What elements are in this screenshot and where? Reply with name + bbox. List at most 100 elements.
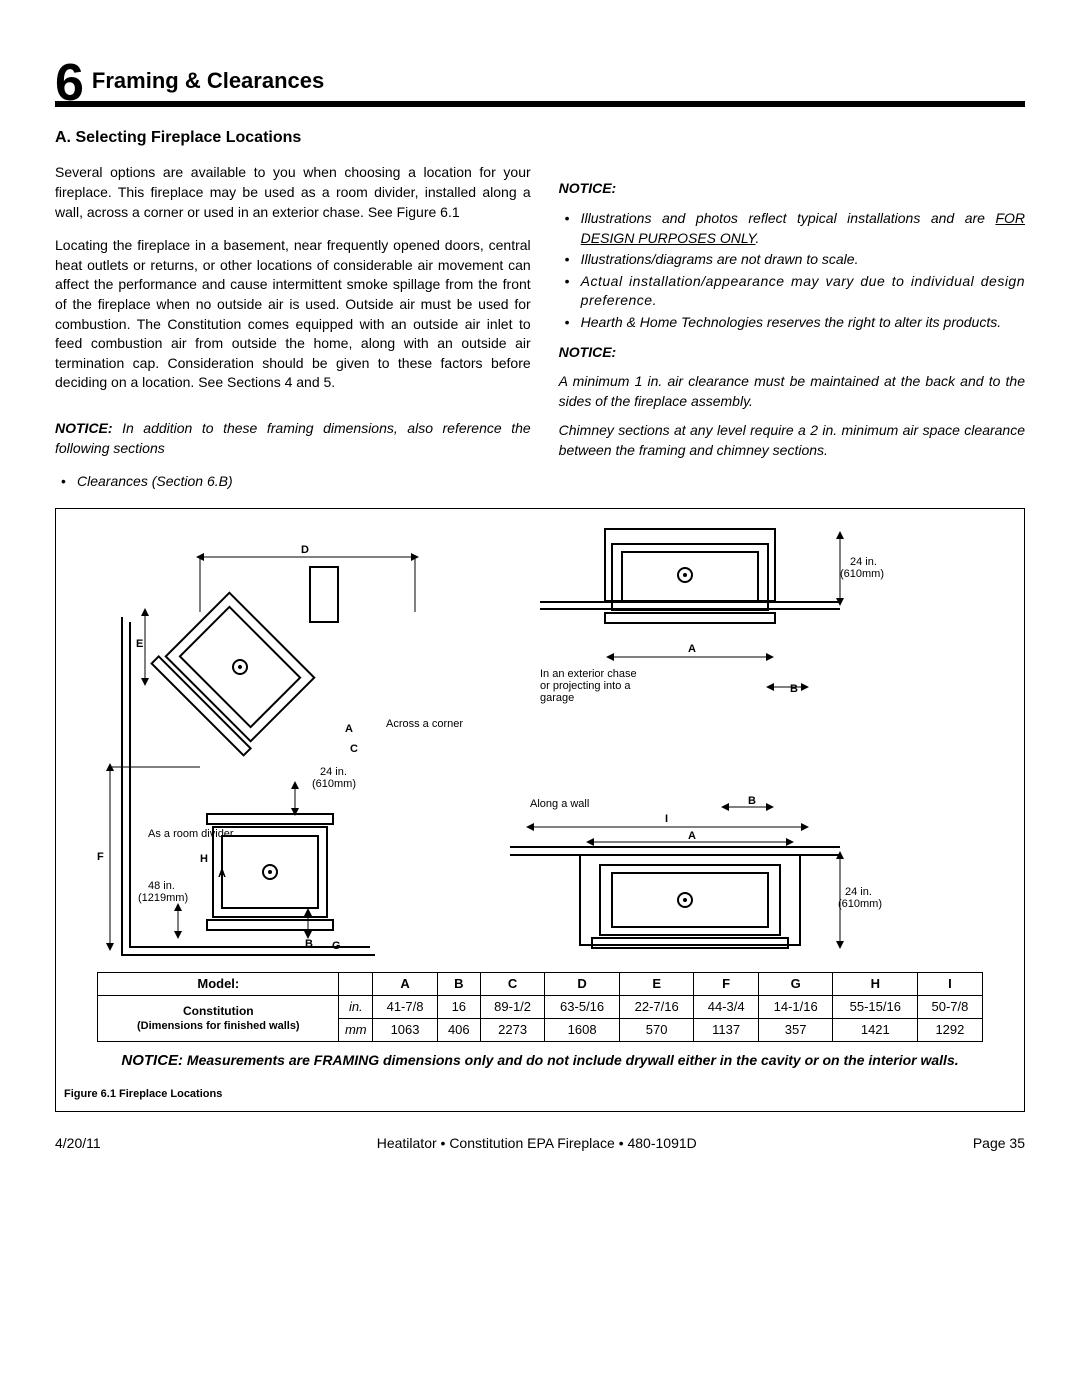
- paragraph-2: Locating the fireplace in a basement, ne…: [55, 236, 531, 393]
- left-notice-head: NOTICE:: [55, 420, 113, 436]
- right-notice-1: NOTICE: Illustrations and photos reflect…: [559, 179, 1025, 332]
- hG: G: [758, 972, 833, 995]
- lbl-chase2: or projecting into a: [540, 680, 631, 692]
- hF: F: [694, 972, 758, 995]
- mmE: 570: [619, 1019, 694, 1042]
- notice1-item-3: Actual installation/appearance may vary …: [559, 272, 1025, 311]
- lbl-chase3: garage: [540, 692, 574, 704]
- hH: H: [833, 972, 918, 995]
- svg-text:I: I: [665, 813, 668, 825]
- subsection-a-title: A. Selecting Fireplace Locations: [55, 127, 1025, 149]
- figure-caption: Figure 6.1 Fireplace Locations: [64, 1087, 1016, 1102]
- notice1-item-4: Hearth & Home Technologies reserves the …: [559, 313, 1025, 333]
- svg-text:B: B: [790, 683, 798, 695]
- footer-date: 4/20/11: [55, 1134, 101, 1154]
- footer-center: Heatilator • Constitution EPA Fireplace …: [101, 1134, 973, 1154]
- mmD: 1608: [545, 1019, 620, 1042]
- left-layout: D E A C Across a corner: [97, 544, 463, 955]
- hI: I: [918, 972, 983, 995]
- svg-text:A: A: [688, 643, 696, 655]
- right-notice2-head: NOTICE:: [559, 343, 1025, 363]
- svg-text:G: G: [332, 940, 341, 952]
- svg-text:B: B: [748, 795, 756, 807]
- left-notice: NOTICE: In addition to these framing dim…: [55, 419, 531, 458]
- inF: 44-3/4: [694, 995, 758, 1018]
- svg-text:A: A: [688, 830, 696, 842]
- inI: 50-7/8: [918, 995, 983, 1018]
- diagram-svg: D E A C Across a corner: [64, 517, 1016, 972]
- left-bullets: Clearances (Section 6.B): [55, 472, 531, 492]
- hB: B: [437, 972, 480, 995]
- lbl-chase1: In an exterior chase: [540, 668, 637, 680]
- fn-head: NOTICE:: [121, 1052, 183, 1069]
- mmB: 406: [437, 1019, 480, 1042]
- svg-text:D: D: [301, 544, 309, 556]
- model-name: Constitution: [183, 1004, 254, 1018]
- svg-text:A: A: [218, 868, 226, 880]
- two-column-layout: Several options are available to you whe…: [55, 163, 1025, 493]
- mmH: 1421: [833, 1019, 918, 1042]
- model-head: Model:: [98, 972, 339, 995]
- notice1-item-1-text: Illustrations and photos reflect typical…: [581, 210, 996, 226]
- inC: 89-1/2: [480, 995, 544, 1018]
- fn-body: Measurements are FRAMING dimensions only…: [183, 1052, 959, 1068]
- footer-page: Page 35: [973, 1134, 1025, 1154]
- lbl-24mm-a: (610mm): [312, 778, 356, 790]
- hC: C: [480, 972, 544, 995]
- lbl-24mm-b: (610mm): [840, 568, 884, 580]
- inG: 14-1/16: [758, 995, 833, 1018]
- notice1-item-1: Illustrations and photos reflect typical…: [559, 209, 1025, 248]
- page-footer: 4/20/11 Heatilator • Constitution EPA Fi…: [55, 1134, 1025, 1154]
- lbl-wall: Along a wall: [530, 798, 589, 810]
- model-name-cell: Constitution (Dimensions for finished wa…: [98, 995, 339, 1041]
- mmI: 1292: [918, 1019, 983, 1042]
- section-header: 6 Framing & Clearances: [55, 60, 1025, 107]
- right-column: NOTICE: Illustrations and photos reflect…: [559, 163, 1025, 493]
- blank-head: [339, 972, 373, 995]
- svg-text:A: A: [345, 723, 353, 735]
- inH: 55-15/16: [833, 995, 918, 1018]
- unit-in: in.: [339, 995, 373, 1018]
- lbl-asroom: As a room divider: [148, 828, 234, 840]
- inE: 22-7/16: [619, 995, 694, 1018]
- right-notice-2: NOTICE: A minimum 1 in. air clearance mu…: [559, 343, 1025, 461]
- right-notice1-head: NOTICE:: [559, 179, 1025, 199]
- mmC: 2273: [480, 1019, 544, 1042]
- left-column: Several options are available to you whe…: [55, 163, 531, 493]
- inA: 41-7/8: [373, 995, 437, 1018]
- bullet-clearances: Clearances (Section 6.B): [55, 472, 531, 492]
- figure-box: D E A C Across a corner: [55, 508, 1025, 1112]
- model-sub: (Dimensions for finished walls): [137, 1020, 300, 1032]
- svg-text:H: H: [200, 853, 208, 865]
- right-notice2-p1: A minimum 1 in. air clearance must be ma…: [559, 372, 1025, 411]
- hE: E: [619, 972, 694, 995]
- diagram-area: D E A C Across a corner: [64, 517, 1016, 972]
- dimensions-table: Model: A B C D E F G H I Constitution (D…: [97, 972, 982, 1043]
- mmG: 357: [758, 1019, 833, 1042]
- notice1-item-2: Illustrations/diagrams are not drawn to …: [559, 250, 1025, 270]
- lbl-24b: 24 in.: [850, 556, 877, 568]
- svg-text:F: F: [97, 851, 104, 863]
- framing-notice: NOTICE: Measurements are FRAMING dimensi…: [64, 1050, 1016, 1071]
- svg-text:E: E: [136, 638, 143, 650]
- lbl-24c: 24 in.: [845, 886, 872, 898]
- svg-text:C: C: [350, 743, 358, 755]
- lbl-across: Across a corner: [386, 718, 463, 730]
- left-notice-body: In addition to these framing dimensions,…: [55, 420, 531, 456]
- right-layout: 24 in. (610mm) A B In an exterior chase …: [510, 529, 884, 948]
- hA: A: [373, 972, 437, 995]
- inB: 16: [437, 995, 480, 1018]
- table-header-row: Model: A B C D E F G H I: [98, 972, 982, 995]
- lbl-24a: 24 in.: [320, 766, 347, 778]
- hD: D: [545, 972, 620, 995]
- lbl-48mm: (1219mm): [138, 892, 188, 904]
- mmA: 1063: [373, 1019, 437, 1042]
- paragraph-1: Several options are available to you whe…: [55, 163, 531, 222]
- section-title: Framing & Clearances: [92, 66, 324, 99]
- right-notice1-list: Illustrations and photos reflect typical…: [559, 209, 1025, 333]
- lbl-24mm-c: (610mm): [838, 898, 882, 910]
- svg-text:48 in.: 48 in.: [148, 880, 175, 892]
- svg-text:B: B: [305, 938, 313, 950]
- right-notice2-p2: Chimney sections at any level require a …: [559, 421, 1025, 460]
- mmF: 1137: [694, 1019, 758, 1042]
